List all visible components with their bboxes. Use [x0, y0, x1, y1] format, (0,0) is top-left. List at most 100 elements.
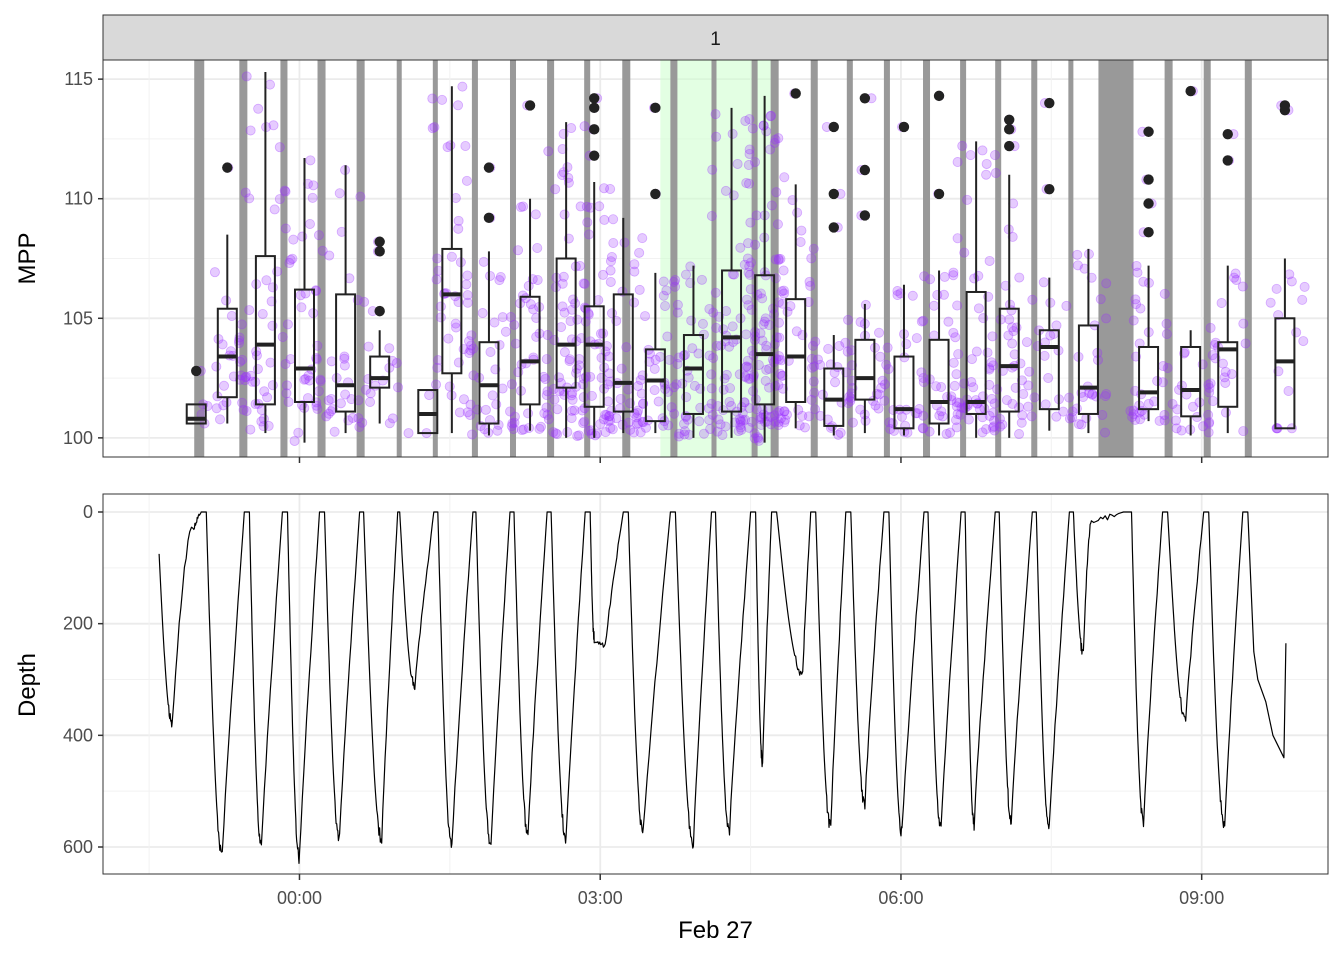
- mpp-point: [756, 419, 767, 430]
- mpp-point: [427, 123, 438, 134]
- mpp-point: [261, 275, 272, 286]
- mpp-point: [670, 275, 681, 286]
- mpp-point: [467, 429, 478, 440]
- mpp-point: [1231, 274, 1242, 285]
- mpp-point: [843, 314, 854, 325]
- mpp-point: [724, 396, 735, 407]
- mpp-point: [451, 322, 462, 333]
- boxplot-box: [1038, 329, 1060, 411]
- mpp-point: [581, 201, 592, 212]
- mpp-point: [830, 377, 841, 388]
- mpp-point: [649, 385, 660, 396]
- mpp-point: [936, 381, 947, 392]
- mpp-point: [879, 379, 890, 390]
- dive-band: [883, 60, 890, 457]
- mpp-point: [661, 285, 672, 296]
- boxplot-outlier: [828, 121, 839, 133]
- mpp-point: [234, 338, 245, 349]
- mpp-point: [806, 253, 817, 264]
- depth-y-tick-label: 400: [63, 725, 93, 745]
- mpp-point: [347, 412, 358, 423]
- mpp-point: [735, 420, 746, 431]
- mpp-point: [1018, 389, 1029, 400]
- mpp-point: [1159, 410, 1170, 421]
- mpp-point: [644, 356, 655, 367]
- depth-y-axis: 0 200 400 600: [63, 502, 103, 857]
- mpp-point: [1045, 297, 1056, 308]
- mpp-point: [437, 94, 448, 105]
- mpp-point: [962, 194, 973, 205]
- mpp-point: [1097, 409, 1108, 420]
- boxplot-outlier: [1143, 198, 1154, 209]
- boxplot-box: [785, 298, 807, 403]
- mpp-point: [706, 383, 717, 394]
- mpp-point: [882, 342, 893, 353]
- mpp-point: [506, 379, 517, 390]
- mpp-point: [953, 349, 964, 360]
- boxplot-box: [1274, 317, 1296, 430]
- boxplot-box: [965, 290, 987, 415]
- boxplot: [1274, 100, 1296, 430]
- mpp-point: [951, 401, 962, 412]
- mpp-point: [1286, 276, 1297, 287]
- mpp-point: [595, 419, 606, 430]
- mpp-point: [574, 430, 585, 441]
- facet-label: 1: [710, 29, 721, 50]
- mpp-point: [698, 428, 709, 439]
- mpp-point: [578, 418, 589, 429]
- mpp-point: [846, 375, 857, 386]
- mpp-point: [918, 377, 929, 388]
- boxplot-outlier: [650, 102, 661, 114]
- mpp-point: [746, 304, 757, 315]
- mpp-point: [1007, 322, 1018, 333]
- mpp-point: [611, 413, 622, 424]
- mpp-point: [658, 276, 669, 287]
- x-axis-title: Feb 27: [678, 917, 753, 944]
- mpp-point: [761, 340, 772, 351]
- mpp-point: [236, 319, 247, 330]
- mpp-point: [808, 243, 819, 254]
- mpp-point: [1161, 318, 1172, 329]
- dive-band: [770, 60, 779, 457]
- mpp-point: [1029, 392, 1040, 403]
- depth-x-axis: 00:00 03:00 06:00 09:00: [277, 874, 1224, 908]
- mpp-point: [735, 416, 746, 427]
- mpp-point: [241, 71, 252, 82]
- boxplot-outlier: [1222, 155, 1233, 166]
- mpp-point: [340, 389, 351, 400]
- mpp-point: [779, 406, 790, 417]
- mpp-point: [934, 410, 945, 421]
- mpp-point: [803, 296, 814, 307]
- mpp-point: [608, 214, 619, 225]
- boxplot: [612, 217, 634, 434]
- mpp-point: [892, 289, 903, 300]
- mpp-point: [748, 372, 759, 383]
- mpp-point: [277, 331, 288, 342]
- mpp-point: [326, 393, 337, 404]
- mpp-point: [743, 267, 754, 278]
- boxplot-box: [417, 389, 439, 435]
- mpp-point: [466, 340, 477, 351]
- mpp-point: [770, 416, 781, 427]
- boxplot: [682, 265, 704, 438]
- mpp-point: [634, 284, 645, 295]
- mpp-point: [918, 315, 929, 326]
- mpp-point: [550, 428, 561, 439]
- mpp-point: [274, 194, 285, 205]
- mpp-point: [458, 394, 469, 405]
- mpp-point: [1265, 297, 1276, 308]
- mpp-point: [1220, 366, 1231, 377]
- mpp-point: [739, 259, 750, 270]
- mpp-point: [241, 406, 252, 417]
- mpp-point: [674, 428, 685, 439]
- mpp-point: [1208, 396, 1219, 407]
- mpp-point: [295, 290, 306, 301]
- mpp-point: [603, 379, 614, 390]
- mpp-point: [662, 331, 673, 342]
- mpp-point: [550, 184, 561, 195]
- mpp-point: [778, 288, 789, 299]
- mpp-point: [752, 432, 763, 443]
- mpp-point: [870, 400, 881, 411]
- mpp-point: [631, 418, 642, 429]
- mpp-point: [842, 346, 853, 357]
